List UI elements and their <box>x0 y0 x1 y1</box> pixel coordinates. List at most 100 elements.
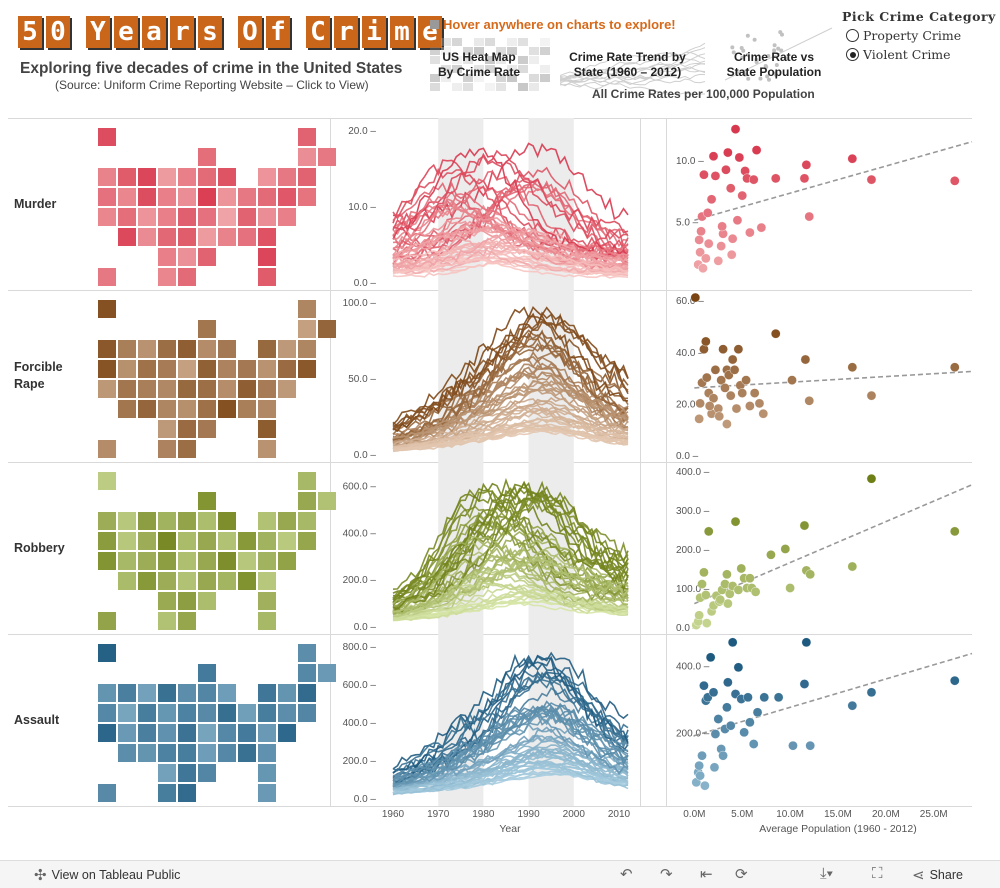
heatmap-state-tile[interactable] <box>258 592 276 610</box>
heatmap-state-tile[interactable] <box>98 128 116 146</box>
state-trend-line[interactable] <box>392 583 629 621</box>
state-dot[interactable] <box>748 739 759 749</box>
state-trend-line[interactable] <box>392 504 629 613</box>
heatmap-state-tile[interactable] <box>98 300 116 318</box>
heatmap-state-tile[interactable] <box>98 188 116 206</box>
state-dot[interactable] <box>745 717 755 728</box>
heatmap-state-tile[interactable] <box>98 512 116 530</box>
heatmap-state-tile[interactable] <box>258 188 276 206</box>
state-trend-line[interactable] <box>392 142 629 230</box>
state-dot[interactable] <box>722 419 732 429</box>
heatmap-state-tile[interactable] <box>178 360 196 378</box>
radio-violent-icon[interactable] <box>846 48 859 61</box>
heatmap-state-tile[interactable] <box>278 340 296 358</box>
state-trend-line[interactable] <box>392 542 629 614</box>
state-dot[interactable] <box>766 550 776 560</box>
state-dot[interactable] <box>730 516 741 527</box>
heatmap-state-tile[interactable] <box>138 744 156 762</box>
heatmap-state-tile[interactable] <box>198 492 216 510</box>
heatmap-state-tile[interactable] <box>298 360 316 378</box>
heatmap-state-tile[interactable] <box>158 360 176 378</box>
heatmap-state-tile[interactable] <box>178 400 196 418</box>
heatmap-state-tile[interactable] <box>118 704 136 722</box>
state-trend-line[interactable] <box>392 549 629 617</box>
state-dot[interactable] <box>727 354 738 365</box>
heatmap-state-tile[interactable] <box>278 208 296 226</box>
heatmap-state-tile[interactable] <box>178 380 196 398</box>
heatmap-state-tile[interactable] <box>198 420 216 438</box>
heatmap-state-tile[interactable] <box>158 420 176 438</box>
state-dot[interactable] <box>696 226 706 237</box>
heatmap-state-tile[interactable] <box>98 380 116 398</box>
state-trend-line[interactable] <box>392 726 629 789</box>
heatmap-state-tile[interactable] <box>158 400 176 418</box>
state-trend-line[interactable] <box>392 714 629 786</box>
state-trend-line[interactable] <box>392 249 629 272</box>
heatmap-state-tile[interactable] <box>158 724 176 742</box>
heatmap-state-tile[interactable] <box>198 168 216 186</box>
heatmap-state-tile[interactable] <box>118 228 136 246</box>
heatmap-state-tile[interactable] <box>198 360 216 378</box>
state-dot[interactable] <box>697 750 707 761</box>
state-trend-line[interactable] <box>392 482 629 611</box>
heatmap-state-tile[interactable] <box>198 704 216 722</box>
heatmap-state-tile[interactable] <box>258 228 276 246</box>
heatmap-state-tile[interactable] <box>198 724 216 742</box>
heatmap-state-tile[interactable] <box>298 704 316 722</box>
heatmap-state-tile[interactable] <box>318 492 336 510</box>
state-dot[interactable] <box>727 233 738 244</box>
state-dot[interactable] <box>725 720 736 731</box>
state-dot[interactable] <box>752 707 763 718</box>
state-dot[interactable] <box>804 396 815 406</box>
state-dot[interactable] <box>710 729 721 739</box>
heatmap-state-tile[interactable] <box>198 684 216 702</box>
heatmap-state-tile[interactable] <box>238 380 256 398</box>
heatmap-state-tile[interactable] <box>98 268 116 286</box>
state-dot[interactable] <box>785 583 795 593</box>
state-trend-line[interactable] <box>392 305 629 433</box>
state-dot[interactable] <box>805 740 816 751</box>
heatmap-state-tile[interactable] <box>318 320 336 338</box>
heatmap-state-tile[interactable] <box>158 704 176 722</box>
state-dot[interactable] <box>716 241 726 251</box>
heatmap-state-tile[interactable] <box>198 248 216 266</box>
state-dot[interactable] <box>847 153 858 164</box>
heatmap-state-tile[interactable] <box>138 168 156 186</box>
state-trend-line[interactable] <box>392 761 629 796</box>
heatmap-state-tile[interactable] <box>158 784 176 802</box>
state-dot[interactable] <box>745 227 755 238</box>
state-trend-line[interactable] <box>392 600 629 622</box>
refresh-icon[interactable]: ⟳ <box>735 866 748 883</box>
state-dot[interactable] <box>725 390 736 401</box>
state-dot[interactable] <box>800 354 811 365</box>
heatmap-state-tile[interactable] <box>238 704 256 722</box>
option-property-crime[interactable]: Property Crime <box>846 28 961 43</box>
state-dot[interactable] <box>723 677 733 688</box>
heatmap-state-tile[interactable] <box>118 360 136 378</box>
heatmap-state-tile[interactable] <box>178 784 196 802</box>
heatmap-state-tile[interactable] <box>298 644 316 662</box>
state-trend-line[interactable] <box>392 748 629 791</box>
state-trend-line[interactable] <box>392 488 629 590</box>
state-trend-line[interactable] <box>392 381 629 445</box>
heatmap-state-tile[interactable] <box>198 188 216 206</box>
heatmap-state-tile[interactable] <box>218 340 236 358</box>
heatmap-state-tile[interactable] <box>198 744 216 762</box>
heatmap-state-tile[interactable] <box>138 704 156 722</box>
state-dot[interactable] <box>705 652 716 663</box>
heatmap-state-tile[interactable] <box>198 512 216 530</box>
heatmap-state-tile[interactable] <box>218 724 236 742</box>
state-dot[interactable] <box>722 702 732 713</box>
heatmap-state-tile[interactable] <box>178 188 196 206</box>
state-dot[interactable] <box>709 762 720 773</box>
heatmap-state-tile[interactable] <box>158 552 176 570</box>
heatmap-state-tile[interactable] <box>98 704 116 722</box>
state-trend-line[interactable] <box>392 535 629 605</box>
state-trend-line[interactable] <box>392 147 629 258</box>
heatmap-state-tile[interactable] <box>258 360 276 378</box>
heatmap-state-tile[interactable] <box>118 684 136 702</box>
state-dot[interactable] <box>731 403 742 414</box>
heatmap-state-tile[interactable] <box>198 380 216 398</box>
state-dot[interactable] <box>756 222 767 233</box>
state-dot[interactable] <box>754 398 765 409</box>
